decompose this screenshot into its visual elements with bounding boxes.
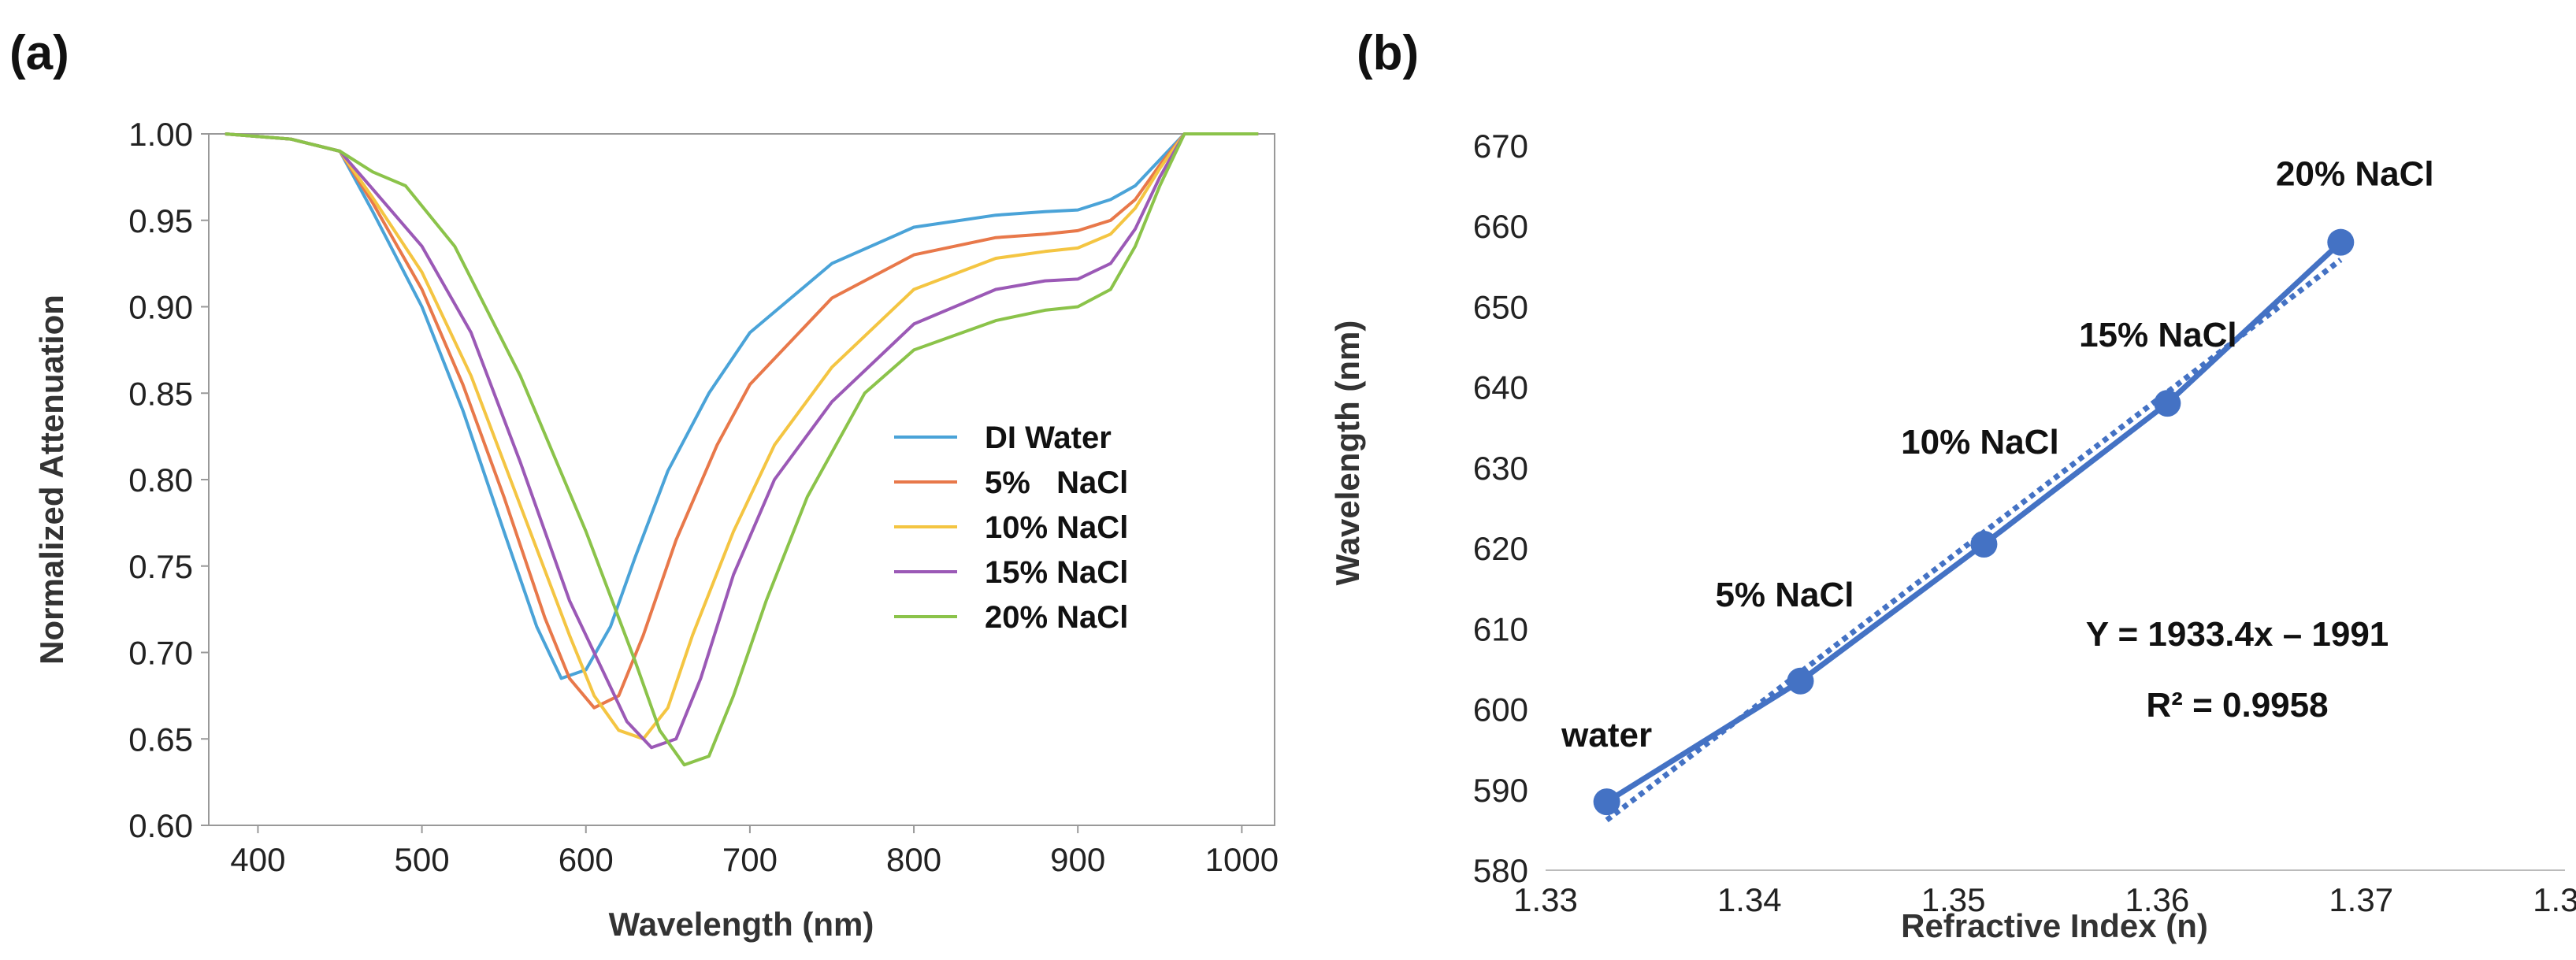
point-label-5: 20% NaCl: [2276, 155, 2434, 194]
y-axis-title-a: Normalized Attenuation: [33, 295, 70, 665]
y-tick-label-b: 670: [1473, 128, 1528, 165]
x-tick-label-b: 1.36: [2125, 881, 2190, 918]
panel-a: (a) 400 500 600 700 800 900 1000 0.600.650.700…: [9, 26, 1279, 943]
y-tick-label-b: 600: [1473, 691, 1528, 728]
y-tick-label-a: 0.70: [128, 635, 193, 672]
x-tick-label-a: 700: [722, 841, 778, 878]
y-tick-label-a: 1.00: [128, 116, 193, 153]
x-tick-label-a: 800: [886, 841, 941, 878]
data-point-1: [1593, 788, 1620, 816]
x-tick-label-b: 1.37: [2329, 881, 2393, 918]
point-label-1: water: [1561, 716, 1652, 754]
points-group-b: [1593, 228, 2355, 816]
legend-a: DI Water 5% NaCl 10% NaCl 15% NaCl 20% NaCl: [894, 421, 1128, 635]
legend-label-1: DI Water: [985, 421, 1112, 455]
panel-label-b: (b): [1357, 26, 1419, 80]
x-axis-title-a: Wavelength (nm): [609, 906, 874, 943]
x-tick-label-a: 500: [395, 841, 450, 878]
series-line-1: [225, 132, 1259, 680]
y-tick-label-a: 0.90: [128, 289, 193, 326]
y-ticks-a: 0.60 0.65 0.70 0.75 0.80 0.85 0.90 0.95 1.00: [128, 116, 209, 844]
y-axis-title-b: Wavelength (nm): [1329, 321, 1366, 586]
x-axis-title-b: Refractive Index (n): [1901, 907, 2208, 944]
data-point-4: [2154, 390, 2181, 417]
y-tick-label-b: 630: [1473, 450, 1528, 487]
legend-label-2: 5% NaCl: [985, 465, 1128, 500]
x-tick-label-a: 400: [230, 841, 285, 878]
x-ticks-a: 400 500 600 700 800 900 1000: [230, 825, 1279, 878]
y-tick-label-b: 650: [1473, 288, 1528, 325]
point-label-3: 10% NaCl: [1901, 423, 2059, 461]
data-point-3: [1970, 531, 1998, 558]
series-line-5: [225, 132, 1259, 767]
y-tick-label-b: 620: [1473, 530, 1528, 567]
r-squared-label: R² = 0.9958: [2146, 686, 2328, 725]
x-tick-label-b: 1.38: [2533, 881, 2576, 918]
series-line-4: [225, 132, 1259, 750]
x-ticks-b: 1.33 1.34 1.35 1.36 1.37 1.38: [1513, 881, 2576, 918]
legend-label-5: 20% NaCl: [985, 600, 1128, 635]
point-label-2: 5% NaCl: [1715, 576, 1854, 614]
legend-label-3: 10% NaCl: [985, 510, 1128, 545]
x-tick-label-a: 600: [559, 841, 614, 878]
x-tick-label-b: 1.35: [1921, 881, 1986, 918]
panel-b: (b) 1.33 1.34 1.35 1.36 1.37 1.38 580 590 600 61…: [1329, 26, 2576, 944]
legend-label-4: 15% NaCl: [985, 555, 1128, 590]
x-tick-label-b: 1.34: [1717, 881, 1782, 918]
equation-label: Y = 1933.4x – 1991: [2086, 615, 2389, 654]
y-tick-label-a: 0.60: [128, 807, 193, 844]
point-labels-b: water 5% NaCl 10% NaCl 15% NaCl 20% NaCl: [1561, 155, 2433, 754]
y-tick-label-b: 610: [1473, 610, 1528, 647]
y-tick-label-b: 580: [1473, 852, 1528, 889]
y-tick-label-a: 0.80: [128, 461, 193, 499]
y-tick-label-a: 0.95: [128, 202, 193, 239]
series-group-a: [225, 132, 1259, 767]
x-tick-label-b: 1.33: [1513, 881, 1578, 918]
y-tick-label-b: 590: [1473, 772, 1528, 809]
data-point-5: [2327, 228, 2355, 256]
series-line-3: [225, 132, 1259, 741]
y-tick-label-b: 640: [1473, 369, 1528, 406]
x-tick-label-a: 900: [1050, 841, 1105, 878]
x-tick-label-a: 1000: [1205, 841, 1279, 878]
point-label-4: 15% NaCl: [2079, 316, 2237, 354]
y-tick-label-b: 660: [1473, 208, 1528, 245]
y-tick-label-a: 0.85: [128, 375, 193, 412]
y-tick-label-a: 0.65: [128, 721, 193, 758]
y-ticks-b: 580 590 600 610 620 630 640 650 660 670: [1473, 128, 1528, 889]
series-line-2: [225, 132, 1259, 710]
panel-label-a: (a): [9, 26, 69, 80]
data-point-2: [1787, 667, 1814, 695]
y-tick-label-a: 0.75: [128, 548, 193, 585]
